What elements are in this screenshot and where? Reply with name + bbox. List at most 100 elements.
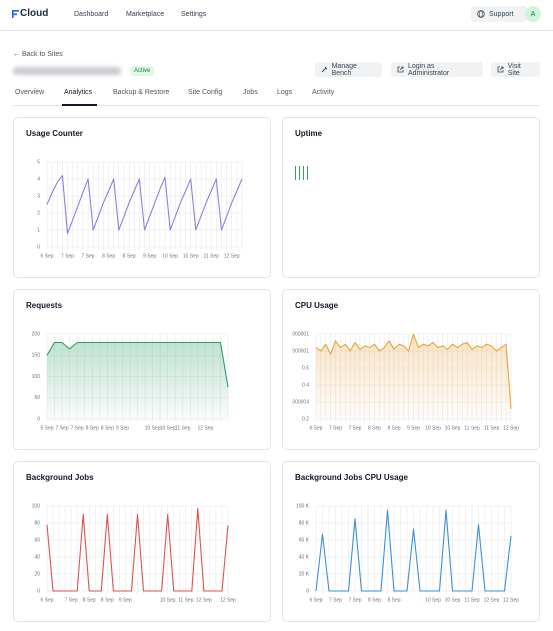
- x-tick-label: 10 Sep: [145, 425, 161, 431]
- y-tick-label: 150: [32, 353, 41, 359]
- x-tick-label: 11 Sep: [464, 425, 480, 431]
- support-button[interactable]: Support: [471, 6, 527, 22]
- nav-link[interactable]: Marketplace: [126, 11, 165, 18]
- y-tick-label: 000001: [292, 331, 309, 337]
- y-tick-label: 0: [37, 416, 40, 422]
- tab-active[interactable]: Analytics: [64, 89, 93, 96]
- action-button[interactable]: Manage Bench: [315, 62, 382, 77]
- chart: Uptime: [295, 129, 323, 180]
- area: [316, 334, 511, 419]
- action-button[interactable]: Visit Site: [491, 62, 540, 77]
- y-tick-label: 20: [34, 571, 40, 577]
- back-link[interactable]: ← Back to Sites: [13, 51, 63, 58]
- x-tick-label: 7 Sep: [61, 253, 74, 259]
- chart-title: Background Jobs: [26, 473, 94, 482]
- avatar[interactable]: A: [525, 6, 541, 22]
- chart-card: CPU Usage 0.2 000004 0.4 0.5 000001 000001 6 Se…: [282, 289, 540, 450]
- chart-title: Uptime: [295, 129, 323, 138]
- y-tick-label: 1: [37, 227, 40, 233]
- x-tick-label: 7 Sep: [348, 425, 361, 431]
- nav-link[interactable]: Dashboard: [74, 11, 109, 18]
- x-tick-label: 12 Sep: [484, 597, 500, 603]
- x-tick-label: 6 Sep: [40, 425, 53, 431]
- y-tick-label: 20 K: [299, 571, 310, 577]
- tab[interactable]: Jobs: [243, 89, 258, 96]
- x-tick-label: 8 Sep: [368, 597, 381, 603]
- x-tick-label: 8 Sep: [101, 425, 114, 431]
- support-label: Support: [489, 10, 514, 18]
- x-tick-label: 8 Sep: [387, 597, 400, 603]
- uptime-bar: [303, 166, 304, 180]
- x-tick-label: 7 Sep: [329, 597, 342, 603]
- line: [46, 507, 229, 592]
- line: [315, 509, 512, 592]
- x-tick-label: 10 Sep: [183, 253, 199, 259]
- x-tick-label: 12 Sep: [503, 597, 519, 603]
- x-tick-label: 12 Sep: [220, 597, 236, 603]
- tab-indicator: [62, 104, 97, 106]
- action-label: Manage Bench: [331, 62, 357, 77]
- chart-title: Requests: [26, 301, 63, 310]
- x-tick-label: 10 Sep: [160, 425, 176, 431]
- x-tick-label: 8 Sep: [368, 425, 381, 431]
- tab[interactable]: Activity: [312, 89, 335, 96]
- y-tick-label: 100: [32, 503, 41, 509]
- logo-icon: [12, 10, 19, 18]
- x-tick-label: 12 Sep: [196, 597, 212, 603]
- y-tick-label: 0.2: [302, 416, 309, 422]
- site-name-blurred: [13, 67, 121, 75]
- tab[interactable]: Backup & Restore: [113, 89, 170, 96]
- x-tick-label: 10 Sep: [425, 425, 441, 431]
- x-tick-label: 7 Sep: [65, 597, 78, 603]
- x-tick-label: 7 Sep: [71, 425, 84, 431]
- brand[interactable]: Cloud: [20, 8, 49, 19]
- x-tick-label: 10 Sep: [425, 597, 441, 603]
- x-tick-label: 11 Sep: [175, 425, 191, 431]
- x-tick-label: 9 Sep: [116, 425, 129, 431]
- x-tick-label: 6 Sep: [309, 597, 322, 603]
- action-button[interactable]: Login as Administrator: [391, 62, 483, 77]
- y-tick-label: 40 K: [299, 554, 310, 560]
- nav-link[interactable]: Settings: [181, 11, 207, 18]
- tab[interactable]: Site Config: [188, 89, 223, 96]
- x-tick-label: 7 Sep: [56, 425, 69, 431]
- line: [315, 333, 512, 409]
- x-tick-label: 8 Sep: [387, 425, 400, 431]
- area: [47, 342, 228, 419]
- y-tick-label: 100 K: [296, 503, 310, 509]
- y-tick-label: 5: [37, 159, 40, 165]
- tab-border: [13, 105, 540, 106]
- line: [46, 175, 243, 234]
- x-tick-label: 11 Sep: [203, 253, 219, 259]
- icon: [397, 66, 404, 73]
- line: [46, 341, 229, 388]
- tab[interactable]: Logs: [277, 89, 293, 96]
- x-tick-label: 12 Sep: [224, 253, 240, 259]
- chart-title: Usage Counter: [26, 129, 83, 138]
- x-tick-label: 7 Sep: [329, 425, 342, 431]
- y-tick-label: 0: [37, 244, 40, 250]
- x-tick-label: 7 Sep: [348, 597, 361, 603]
- x-tick-label: 9 Sep: [119, 597, 132, 603]
- x-tick-label: 12 Sep: [197, 425, 213, 431]
- action-label: Visit Site: [507, 62, 521, 77]
- x-tick-label: 8 Sep: [101, 597, 114, 603]
- chart-card: Uptime: [282, 117, 540, 278]
- chart-card: Usage Counter 0 1 2 3 4 5 6 Sep 7 Sep 7 Sep 8 Sep 8…: [13, 117, 271, 278]
- action-label: Login as Administrator: [407, 62, 450, 77]
- x-tick-label: 8 Sep: [86, 425, 99, 431]
- x-tick-label: 10 Sep: [445, 597, 461, 603]
- y-tick-label: 3: [37, 193, 40, 199]
- chart-card: Requests 0 50 100 150 200 6 Sep 7 Sep 7 Sep 8 Sep…: [13, 289, 271, 450]
- y-tick-label: 2: [37, 210, 40, 216]
- x-tick-label: 9 Sep: [407, 425, 420, 431]
- icon: [321, 66, 328, 73]
- globe-icon: [477, 10, 485, 18]
- x-tick-label: 8 Sep: [123, 253, 136, 259]
- y-tick-label: 50: [34, 395, 40, 401]
- chart-card: Background Jobs CPU Usage 0 20 K 40 K 60 K 80…: [282, 461, 540, 622]
- chart: Background Jobs CPU Usage 0 20 K 40 K 60 K 80…: [295, 473, 519, 603]
- tab[interactable]: Overview: [15, 89, 45, 96]
- y-tick-label: 60 K: [299, 537, 310, 543]
